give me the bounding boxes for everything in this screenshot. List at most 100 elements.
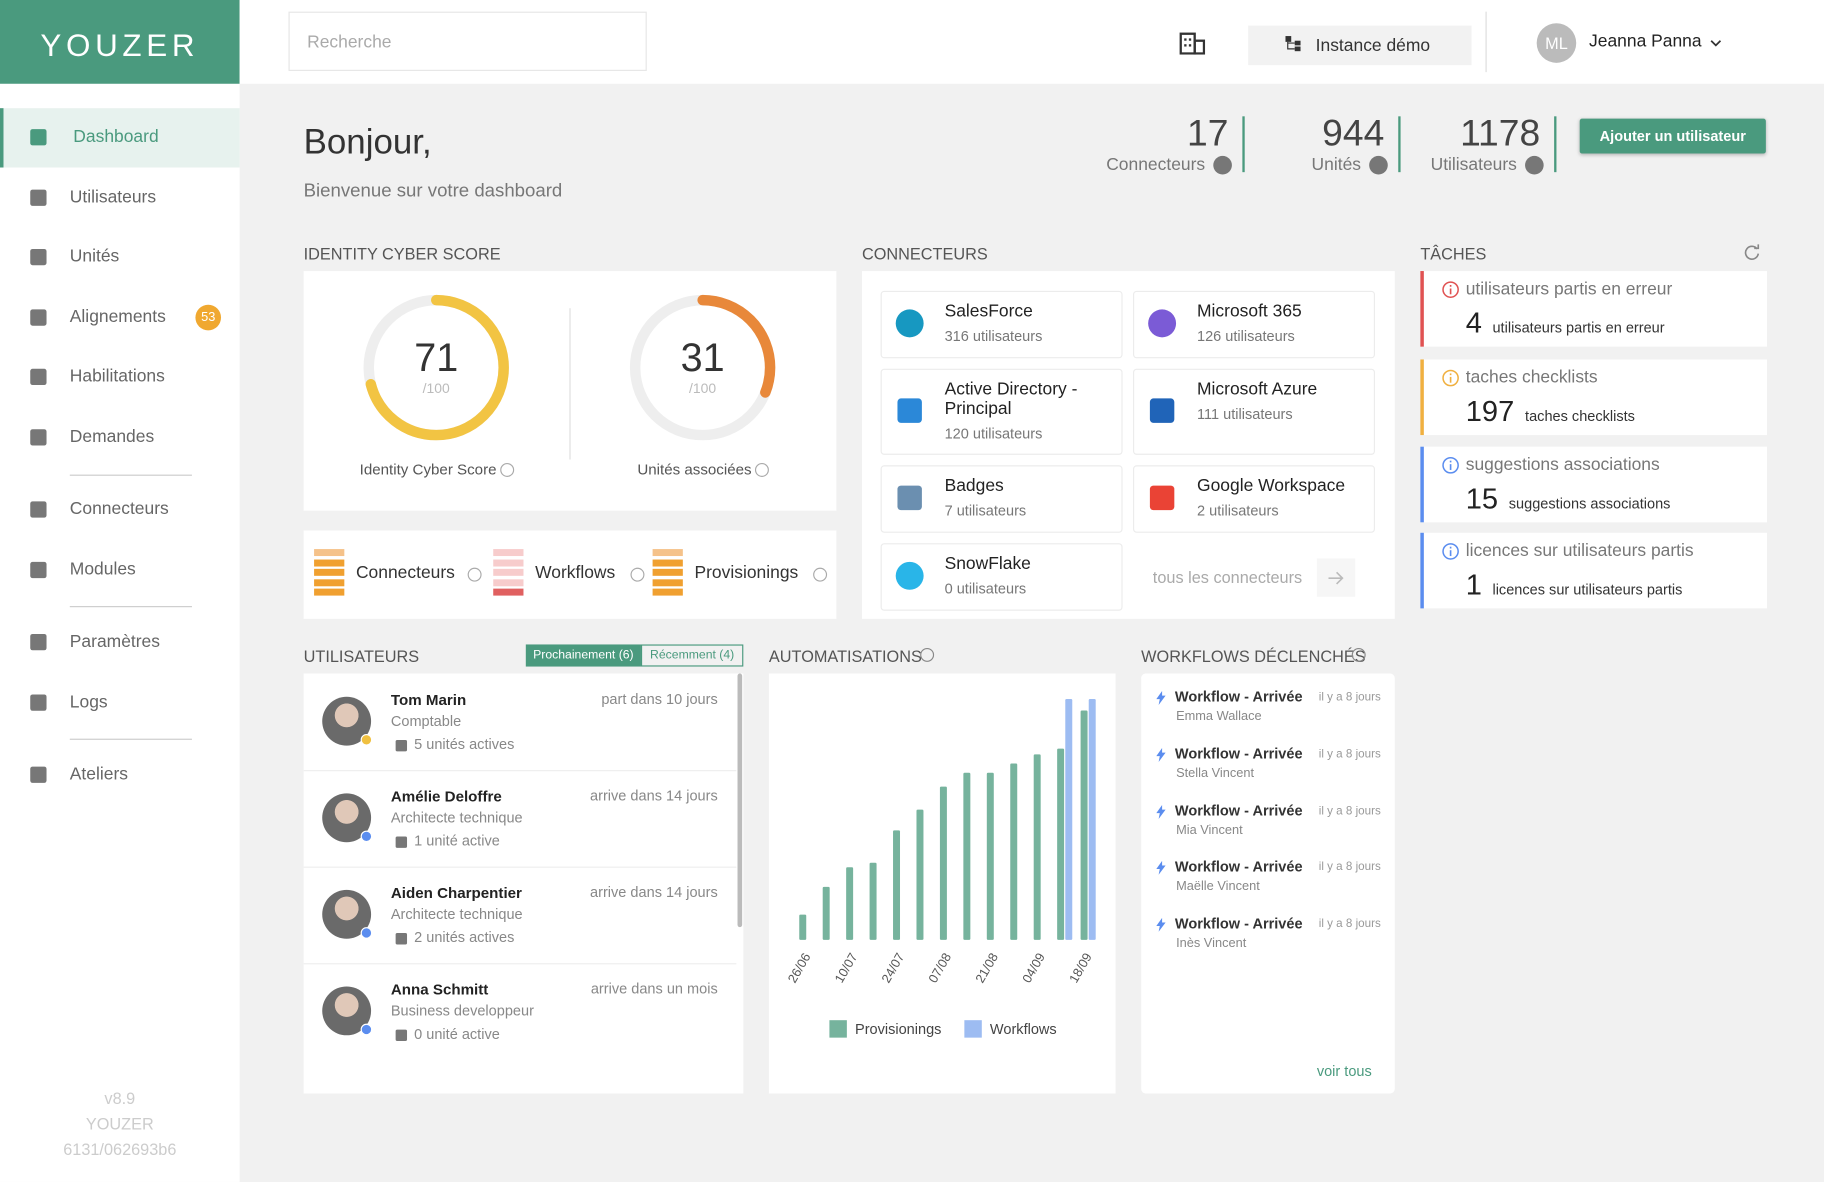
connector-logo [897, 398, 922, 423]
connector-logo [895, 309, 924, 338]
info-icon-shape [1442, 543, 1459, 560]
status-bar [314, 578, 345, 586]
menu-icon [30, 309, 47, 326]
workflow-name[interactable]: Workflow - Arrivée [1174, 858, 1303, 876]
search-input[interactable]: Recherche [288, 11, 647, 71]
menu-item[interactable]: Alignements [69, 307, 166, 327]
workflow-person: Emma Wallace [1176, 709, 1262, 724]
see-all-link[interactable]: voir tous [1316, 1063, 1372, 1080]
connector-name: Google Workspace [1197, 475, 1346, 496]
task-card[interactable] [1420, 532, 1768, 609]
workflow-person: Mia Vincent [1176, 823, 1243, 838]
add-user-button[interactable]: Ajouter un utilisateur [1579, 118, 1766, 154]
user-name[interactable]: Aiden Charpentier [390, 884, 522, 902]
x-tick-label: 04/09 [1019, 950, 1048, 985]
workflow-person: Inès Vincent [1176, 936, 1247, 951]
workflow-person: Stella Vincent [1176, 766, 1255, 781]
info-icon-dot [1449, 285, 1452, 287]
workflow-time: il y a 8 jours [1318, 861, 1381, 875]
task-card[interactable] [1420, 359, 1768, 436]
stat-value: 17 [1187, 111, 1229, 154]
menu-item[interactable]: Dashboard [73, 126, 159, 147]
units-icon [395, 739, 408, 752]
menu-item[interactable]: Habilitations [69, 366, 165, 387]
all-connectors-link[interactable]: tous les connecteurs [1152, 567, 1303, 587]
menu-item[interactable]: Demandes [69, 426, 155, 447]
bolt [1156, 747, 1166, 762]
menu-icon-shape [30, 766, 47, 783]
menu-item[interactable]: Modules [69, 559, 136, 580]
menu-icon-shape [30, 561, 47, 579]
connector-tile[interactable]: Badges 7 utilisateurs [880, 465, 1123, 533]
connector-tile[interactable]: Active Directory - Principal 120 utilisat… [880, 368, 1123, 455]
user-name[interactable]: Tom Marin [390, 690, 467, 709]
status-bar [652, 549, 683, 557]
legend-swatch [829, 1020, 847, 1038]
user-name[interactable]: Amélie Deloffre [390, 787, 502, 805]
connector-users: 316 utilisateurs [944, 328, 1043, 345]
menu-icon [30, 189, 47, 206]
user-name[interactable]: Jeanna Panna [1589, 31, 1702, 52]
menu-item[interactable]: Paramètres [69, 631, 160, 652]
connector-logo-shape [1148, 309, 1177, 338]
help-icon [813, 567, 828, 582]
user-name[interactable]: Anna Schmitt [390, 980, 489, 999]
info-icon-shape [1442, 369, 1459, 387]
workflow-name[interactable]: Workflow - Arrivée [1174, 915, 1303, 932]
units-icon-shape [395, 1029, 408, 1042]
menu-icon-shape [30, 368, 47, 386]
building-icon[interactable] [1179, 31, 1206, 55]
workflow-name[interactable]: Workflow - Arrivée [1174, 802, 1303, 819]
help-icon [1525, 155, 1544, 175]
menu-icon [30, 561, 47, 579]
chevron[interactable] [1710, 40, 1722, 47]
menu-icon [30, 368, 47, 386]
menu-item[interactable]: Unités [69, 246, 120, 267]
refresh-icon[interactable] [1744, 244, 1760, 260]
user-role: Architecte technique [390, 906, 523, 923]
user-role: Comptable [390, 713, 462, 730]
help-icon [1369, 155, 1388, 175]
stat-divider [1242, 116, 1245, 173]
task-count: 15 [1465, 482, 1499, 516]
task-card[interactable] [1420, 271, 1768, 347]
instance-button[interactable]: Instance démo [1248, 25, 1472, 66]
connector-logo-shape [1149, 398, 1175, 423]
menu-item[interactable]: Ateliers [69, 764, 128, 785]
status-label: Provisionings [694, 563, 799, 583]
bolt-icon [1156, 690, 1166, 705]
menu-separator [69, 474, 192, 476]
tab[interactable]: Récemment (4) [640, 644, 744, 667]
bar [916, 809, 924, 940]
connector-tile[interactable]: Microsoft 365 126 utilisateurs [1133, 290, 1375, 359]
menu-item[interactable]: Logs [69, 692, 108, 712]
menu-icon [30, 129, 47, 146]
connector-logo-shape [895, 561, 924, 590]
bar [799, 914, 807, 940]
status-dot [360, 927, 373, 939]
help-icon [920, 647, 935, 662]
workflow-time: il y a 8 jours [1318, 747, 1381, 761]
connector-tile[interactable]: Microsoft Azure 111 utilisateurs [1133, 368, 1375, 455]
legend-label: Provisionings [855, 1022, 941, 1038]
menu-item[interactable]: Connecteurs [69, 499, 169, 519]
menu-separator [69, 606, 192, 608]
workflow-time: il y a 8 jours [1318, 918, 1381, 931]
task-card[interactable] [1420, 446, 1768, 523]
info-icon-dot [1449, 460, 1452, 463]
connector-tile[interactable]: Google Workspace 2 utilisateurs [1133, 465, 1375, 533]
units-icon [395, 1029, 408, 1042]
avatar[interactable]: ML [1536, 23, 1577, 63]
stat-value: 1178 [1460, 111, 1541, 154]
connector-tile[interactable]: SalesForce 316 utilisateurs [880, 290, 1123, 359]
workflow-name[interactable]: Workflow - Arrivée [1174, 745, 1303, 762]
menu-item[interactable]: Utilisateurs [69, 187, 157, 208]
task-count-label: utilisateurs partis en erreur [1492, 319, 1665, 337]
tab-active[interactable]: Prochainement (6) [525, 644, 641, 667]
connector-tile[interactable]: SnowFlake 0 utilisateurs [880, 543, 1123, 611]
workflow-name[interactable]: Workflow - Arrivée [1174, 688, 1303, 705]
connector-users: 2 utilisateurs [1197, 502, 1279, 519]
menu-icon [30, 766, 47, 783]
user-role: Business developpeur [390, 1002, 534, 1020]
